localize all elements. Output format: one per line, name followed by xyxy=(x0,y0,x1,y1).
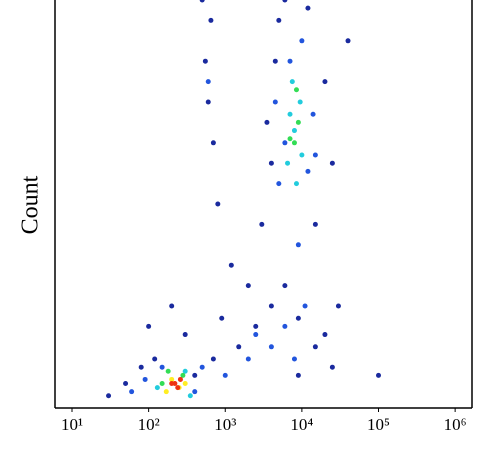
data-point xyxy=(299,152,305,158)
data-point xyxy=(123,381,129,387)
data-point xyxy=(159,364,165,370)
data-point xyxy=(165,368,171,374)
data-point xyxy=(259,221,265,227)
y-axis-label: Count xyxy=(18,175,44,234)
data-point xyxy=(287,111,293,117)
data-point xyxy=(305,5,311,11)
data-point xyxy=(169,381,175,387)
data-point xyxy=(302,303,308,309)
data-point xyxy=(295,242,301,248)
data-point xyxy=(154,385,160,391)
data-point xyxy=(142,376,148,382)
data-point xyxy=(192,372,198,378)
data-point xyxy=(287,136,293,142)
data-point xyxy=(253,323,259,329)
data-point xyxy=(159,381,165,387)
data-point xyxy=(210,356,216,362)
x-tick-label: 10⁴ xyxy=(290,415,313,434)
data-point xyxy=(322,332,328,338)
data-point xyxy=(187,393,193,399)
data-point xyxy=(163,389,169,395)
data-point xyxy=(282,0,288,3)
data-point xyxy=(291,128,297,134)
data-point xyxy=(291,356,297,362)
x-tick-label: 10² xyxy=(138,415,160,434)
data-point xyxy=(245,283,251,289)
data-point xyxy=(222,372,228,378)
data-point xyxy=(253,332,259,338)
data-point xyxy=(329,364,335,370)
data-point xyxy=(312,221,318,227)
data-point xyxy=(295,315,301,321)
data-point xyxy=(310,111,316,117)
data-point xyxy=(312,344,318,350)
data-point xyxy=(295,372,301,378)
data-point xyxy=(205,99,211,105)
data-point xyxy=(175,385,181,391)
data-point xyxy=(199,364,205,370)
data-point xyxy=(299,38,305,44)
data-point xyxy=(272,58,278,64)
data-point xyxy=(169,376,175,382)
data-point xyxy=(182,381,188,387)
data-point xyxy=(208,17,214,23)
data-point xyxy=(312,152,318,158)
data-point xyxy=(180,372,186,378)
data-point xyxy=(305,168,311,174)
x-tick-label: 10⁶ xyxy=(444,415,467,434)
data-point xyxy=(202,58,208,64)
data-point xyxy=(289,79,295,85)
data-point xyxy=(182,332,188,338)
data-point xyxy=(297,99,303,105)
data-point xyxy=(236,344,242,350)
data-point xyxy=(287,58,293,64)
data-point xyxy=(276,17,282,23)
data-point xyxy=(295,119,301,125)
data-point xyxy=(322,79,328,85)
data-point xyxy=(219,315,225,321)
data-point xyxy=(335,303,341,309)
data-point xyxy=(228,262,234,268)
data-point xyxy=(210,140,216,146)
x-tick-label: 10¹ xyxy=(61,415,83,434)
data-point xyxy=(215,201,221,207)
data-point xyxy=(268,303,274,309)
data-point xyxy=(291,140,297,146)
data-point xyxy=(268,160,274,166)
x-tick-label: 10⁵ xyxy=(367,415,390,434)
data-point xyxy=(276,181,282,187)
data-point xyxy=(285,160,291,166)
data-point xyxy=(282,283,288,289)
data-point xyxy=(182,368,188,374)
data-point xyxy=(138,364,144,370)
data-point xyxy=(264,119,270,125)
data-point xyxy=(177,376,183,382)
data-point xyxy=(129,389,135,395)
data-point xyxy=(152,356,158,362)
data-point xyxy=(205,79,211,85)
data-point xyxy=(345,38,351,44)
data-point xyxy=(106,393,112,399)
data-point xyxy=(169,303,175,309)
data-point xyxy=(146,323,152,329)
data-point xyxy=(376,372,382,378)
data-point xyxy=(282,140,288,146)
data-point xyxy=(199,0,205,3)
data-point xyxy=(272,99,278,105)
data-point xyxy=(329,160,335,166)
data-point xyxy=(282,323,288,329)
data-point xyxy=(245,356,251,362)
x-tick-label: 10³ xyxy=(214,415,236,434)
data-point xyxy=(293,87,299,93)
data-point xyxy=(192,389,198,395)
data-point xyxy=(293,181,299,187)
data-point xyxy=(268,344,274,350)
